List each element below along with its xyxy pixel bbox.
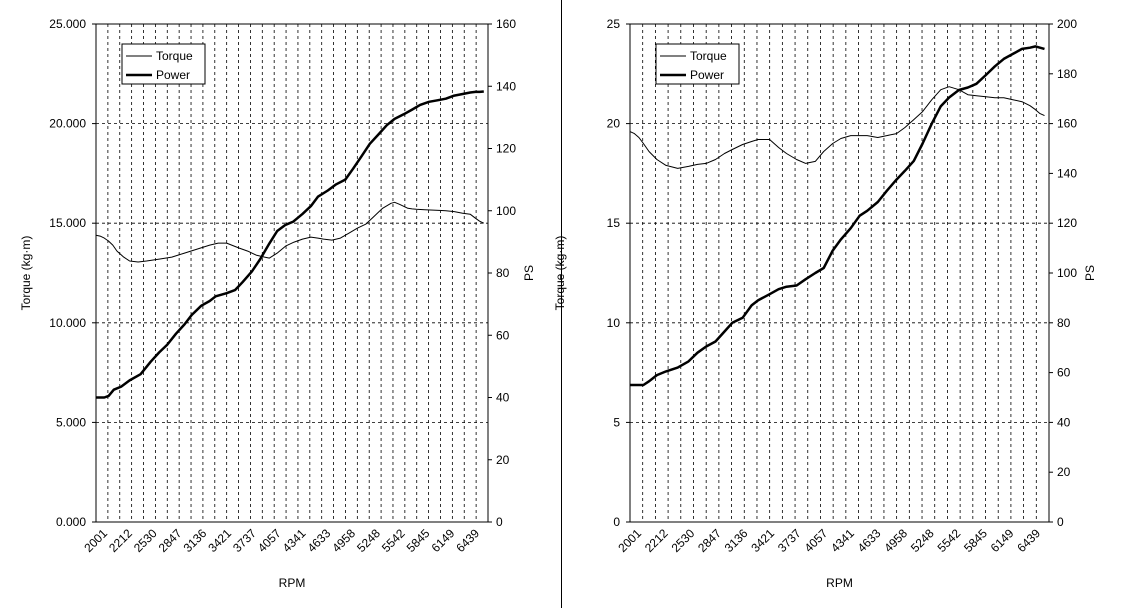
right-axis-tick-label: 80 (496, 266, 510, 280)
right-axis-tick-label: 0 (1057, 515, 1064, 529)
chart-1-right-axis-title: PS (522, 265, 536, 281)
right-axis-tick-label: 180 (1057, 67, 1077, 81)
left-axis-tick-label: 25 (607, 17, 621, 31)
x-axis-tick-label: 2530 (131, 526, 160, 555)
right-axis-tick-label: 100 (1057, 266, 1077, 280)
x-axis-tick-label: 5542 (379, 526, 408, 555)
x-axis-tick-label: 6149 (988, 526, 1017, 555)
chart-2-legend-box (655, 43, 740, 85)
chart-2-x-axis-title: RPM (826, 576, 853, 590)
right-axis-tick-label: 100 (496, 204, 516, 218)
x-axis-tick-label: 2530 (669, 526, 698, 555)
chart-2-left-axis-title: Torque (kg·m) (553, 236, 567, 311)
x-axis-tick-label: 3421 (748, 526, 777, 555)
right-axis-tick-label: 60 (496, 328, 510, 342)
right-axis-tick-label: 20 (1057, 465, 1071, 479)
chart-2-axes: 0 5 10 15 20 25 0 20 40 60 80 100 120 140 160 180 200 200… (607, 17, 1078, 555)
x-axis-tick-label: 2001 (81, 526, 110, 555)
left-axis-tick-label: 20 (607, 117, 621, 131)
left-axis-tick-label: 5.000 (56, 415, 86, 429)
x-axis-tick-label: 4341 (828, 526, 857, 555)
x-axis-tick-label: 6149 (429, 526, 458, 555)
left-axis-tick-label: 25.000 (49, 17, 86, 31)
x-axis-tick-label: 6439 (1014, 526, 1043, 555)
chart-2-legend: Torque Power (655, 43, 740, 85)
x-axis-tick-label: 3737 (230, 526, 259, 555)
left-axis-tick-label: 10.000 (49, 316, 86, 330)
chart-1-legend: Torque Power (121, 43, 206, 85)
left-axis-tick-label: 5 (613, 415, 620, 429)
x-axis-tick-label: 4057 (802, 526, 831, 555)
chart-1-legend-power-label: Power (156, 68, 190, 82)
x-axis-tick-label: 4633 (305, 526, 334, 555)
left-axis-tick-label: 0.000 (56, 515, 86, 529)
x-axis-tick-label: 3136 (722, 526, 751, 555)
right-axis-tick-label: 40 (1057, 415, 1071, 429)
x-axis-tick-label: 2212 (106, 526, 135, 555)
x-axis-tick-label: 2847 (695, 526, 724, 555)
right-axis-tick-label: 120 (1057, 216, 1077, 230)
right-axis-tick-label: 40 (496, 391, 510, 405)
right-axis-tick-label: 0 (496, 515, 503, 529)
x-axis-tick-label: 3737 (775, 526, 804, 555)
right-axis-tick-label: 80 (1057, 316, 1071, 330)
series-line-torque (95, 201, 485, 263)
x-axis-tick-label: 3136 (181, 526, 210, 555)
chart-1-legend-torque-label: Torque (156, 49, 193, 63)
left-axis-tick-label: 10 (607, 316, 621, 330)
x-axis-tick-label: 4633 (855, 526, 884, 555)
x-axis-tick-label: 4057 (255, 526, 284, 555)
chart-1-grid (96, 24, 488, 522)
chart-1-series (95, 90, 485, 399)
right-axis-tick-label: 140 (1057, 166, 1077, 180)
chart-2: 0 5 10 15 20 25 0 20 40 60 80 100 120 140 160 180 200 200… (553, 17, 1097, 590)
x-axis-tick-label: 5248 (908, 526, 937, 555)
chart-1-plot-area (95, 23, 489, 523)
chart-2-right-axis-title: PS (1083, 265, 1097, 281)
chart-2-grid (630, 24, 1049, 522)
x-axis-tick-label: 4958 (329, 526, 358, 555)
x-axis-tick-label: 3421 (205, 526, 234, 555)
left-axis-tick-label: 0 (613, 515, 620, 529)
x-axis-tick-label: 6439 (453, 526, 482, 555)
series-line-torque (629, 86, 1045, 169)
chart-2-legend-power-label: Power (690, 68, 724, 82)
chart-2-plot-area (629, 23, 1050, 523)
left-axis-tick-label: 15 (607, 216, 621, 230)
x-axis-tick-label: 2212 (642, 526, 671, 555)
x-axis-tick-label: 5248 (354, 526, 383, 555)
chart-1: 0.000 5.000 10.000 15.000 20.000 25.000 0 20 40 6… (19, 17, 536, 590)
x-axis-tick-label: 5542 (935, 526, 964, 555)
right-axis-tick-label: 120 (496, 142, 516, 156)
chart-1-x-axis-title: RPM (279, 576, 306, 590)
x-axis-tick-label: 4958 (881, 526, 910, 555)
chart-2-legend-torque-label: Torque (690, 49, 727, 63)
x-axis-tick-label: 4341 (280, 526, 309, 555)
right-axis-tick-label: 200 (1057, 17, 1077, 31)
chart-1-legend-box (121, 43, 206, 85)
right-axis-tick-label: 60 (1057, 366, 1071, 380)
series-line-power (96, 90, 484, 399)
right-axis-tick-label: 140 (496, 79, 516, 93)
x-axis-tick-label: 2001 (615, 526, 644, 555)
left-axis-tick-label: 20.000 (49, 117, 86, 131)
x-axis-tick-label: 2847 (156, 526, 185, 555)
right-axis-tick-label: 20 (496, 453, 510, 467)
series-line-power (630, 45, 1045, 387)
left-axis-tick-label: 15.000 (49, 216, 86, 230)
x-axis-tick-label: 5845 (961, 526, 990, 555)
right-axis-tick-label: 160 (1057, 117, 1077, 131)
x-axis-tick-label: 5845 (404, 526, 433, 555)
chart-1-left-axis-title: Torque (kg·m) (19, 236, 33, 311)
right-axis-tick-label: 160 (496, 17, 516, 31)
chart-2-series (629, 45, 1045, 387)
